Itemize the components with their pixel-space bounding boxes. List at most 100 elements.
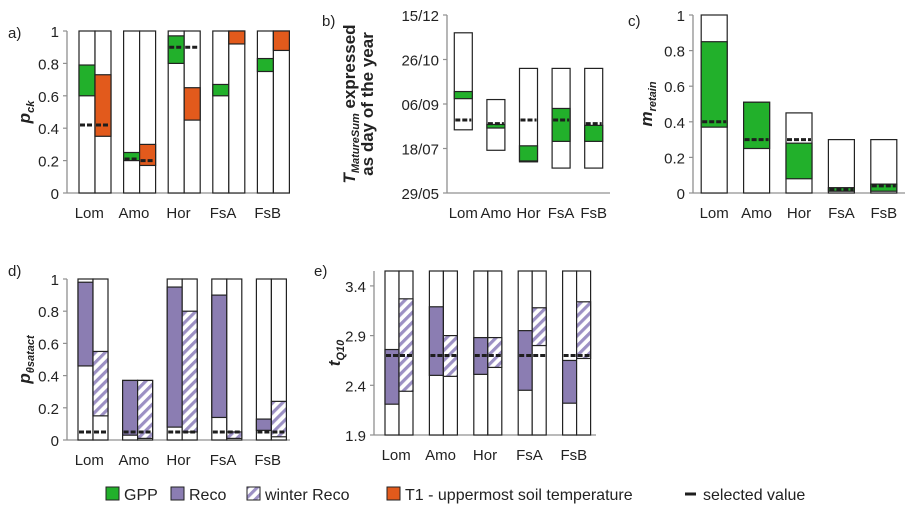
range-box: [256, 30, 274, 194]
x-tick-label: Hor: [787, 205, 811, 222]
legend-item-winter_reco: winter Reco: [246, 486, 350, 504]
legend-label: GPP: [124, 487, 158, 504]
y-tick-label: 29/05: [401, 186, 439, 203]
y-axis-label: pθsatact: [15, 334, 37, 385]
band-winter: [137, 379, 154, 439]
x-tick-label: Lom: [75, 452, 104, 469]
legend-label: winter Reco: [264, 487, 350, 504]
y-axis-label-main: p: [15, 113, 34, 124]
band-winter: [270, 400, 287, 438]
x-tick-label: FsB: [254, 205, 281, 222]
x-tick-label: FsB: [580, 205, 607, 222]
y-tick-label: 06/09: [401, 97, 439, 114]
band-reco: [211, 294, 228, 419]
legend-item-selected: selected value: [685, 487, 805, 504]
panel-e: e) 1.9 2.4 2.9 3.4 tQ10 Lom Amo Hor FsA FsB: [314, 263, 596, 464]
panel-c: c) 0 0.2 0.4 0.6 0.8 1 mretain Lom Amo Hor FsA FsB: [628, 8, 905, 222]
band-t1: [183, 87, 201, 121]
x-tick-label: Hor: [473, 447, 497, 464]
y-axis-label-sub: retain: [647, 81, 659, 111]
x-tick-label: FsA: [516, 447, 543, 464]
y-tick-label: 2.4: [345, 378, 366, 395]
x-tick-label: Amo: [425, 447, 456, 464]
band-gpp: [551, 107, 571, 142]
band-gpp: [700, 41, 728, 128]
panel-a: a) 0 0.2 0.4 0.6 0.8 1 pck Lom Amo Hor FsA FsB: [8, 24, 290, 222]
range-box: [453, 32, 473, 131]
band-gpp: [785, 142, 813, 180]
band-gpp: [870, 183, 898, 192]
legend-item-gpp: GPP: [105, 486, 158, 504]
x-tick-label: FsA: [210, 452, 237, 469]
legend-swatch-gpp: [105, 486, 120, 501]
band-t1: [139, 143, 157, 167]
y-tick-label: 0.4: [38, 121, 59, 138]
panel-d: d) 0 0.2 0.4 0.6 0.8 1 pθsatact Lom Amo Hor FsA FsB: [8, 263, 290, 469]
range-box: [531, 270, 547, 436]
band-gpp: [518, 145, 539, 162]
range-box: [122, 30, 141, 194]
y-tick-label: 0.4: [664, 115, 685, 132]
range-box: [518, 67, 539, 163]
panel-label: a): [8, 25, 21, 42]
y-axis-label-main: m: [637, 111, 656, 126]
range-box: [272, 30, 290, 194]
legend-swatch-t1: [386, 486, 401, 501]
band-winter: [398, 298, 414, 392]
band-t1: [272, 30, 290, 52]
band-gpp: [453, 90, 473, 100]
y-axis-label-sub: MatureSum: [350, 113, 362, 173]
y-axis-label: pck: [15, 100, 37, 125]
band-gpp: [167, 35, 185, 64]
y-axis-label-rest: expressed: [340, 24, 359, 113]
y-tick-label: 18/07: [401, 142, 439, 159]
y-tick-label: 0.6: [664, 79, 685, 96]
legend: GPP Reco winter Reco T1 - uppermost soil te…: [105, 486, 805, 504]
band-gpp: [584, 124, 604, 142]
y-tick-label: 1: [51, 272, 59, 289]
y-tick-label: 0.4: [38, 369, 59, 386]
y-axis-label: tQ10: [325, 339, 347, 366]
band-t1: [228, 30, 246, 45]
y-tick-label: 0.2: [664, 150, 685, 167]
panel-label: c): [628, 13, 641, 30]
y-axis-label-main: T: [340, 172, 359, 184]
x-tick-label: FsB: [254, 452, 281, 469]
y-axis-label-sub: Q10: [335, 339, 347, 361]
x-tick-label: Lom: [382, 447, 411, 464]
y-tick-label: 15/12: [401, 8, 439, 25]
x-tick-label: Lom: [75, 205, 104, 222]
panel-label: d): [8, 263, 21, 280]
band-reco: [255, 418, 272, 431]
y-axis-label: TMatureSum expressed: [340, 24, 362, 183]
y-tick-label: 1.9: [345, 428, 366, 445]
range-box: [212, 30, 230, 194]
legend-label: T1 - uppermost soil temperature: [405, 487, 633, 504]
y-tick-label: 0: [51, 433, 59, 450]
range-box: [226, 278, 243, 441]
band-winter: [487, 336, 503, 369]
band-gpp: [212, 83, 230, 97]
x-tick-label: Amo: [741, 205, 772, 222]
band-reco: [166, 286, 183, 428]
x-tick-label: Amo: [118, 452, 149, 469]
band-reco: [428, 306, 444, 376]
y-tick-label: 0.2: [38, 401, 59, 418]
y-tick-label: 0.8: [38, 56, 59, 73]
x-tick-label: Lom: [700, 205, 729, 222]
legend-label: Reco: [189, 487, 226, 504]
legend-label: selected value: [703, 487, 805, 504]
y-tick-label: 3.4: [345, 279, 366, 296]
band-reco: [384, 348, 400, 405]
x-tick-label: FsA: [828, 205, 855, 222]
x-tick-label: FsB: [870, 205, 897, 222]
panel-label: e): [314, 263, 327, 280]
x-tick-label: FsA: [210, 205, 237, 222]
y-tick-label: 1: [51, 24, 59, 41]
band-winter: [442, 335, 458, 377]
legend-swatch-winter_reco: [246, 486, 261, 501]
range-box: [228, 30, 246, 194]
x-tick-label: FsB: [560, 447, 587, 464]
